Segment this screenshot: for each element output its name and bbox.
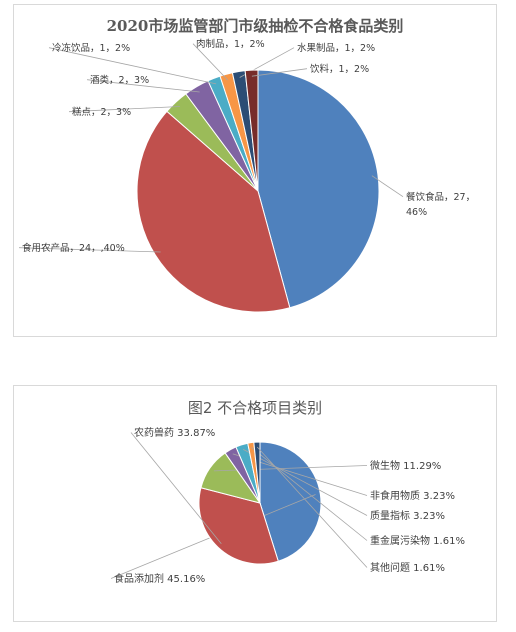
chart-2-leader-line-6	[251, 447, 368, 541]
chart-2-label-3: 微生物 11.29%	[370, 459, 441, 472]
chart-1-slice-2	[136, 110, 291, 313]
chart-2-panel: 图2 不合格项目类别 食品添加剂 45.16% 农药兽药 33.87% 微生物 11…	[13, 385, 497, 622]
chart-1-label-8: 饮料，1，2%	[310, 63, 369, 75]
chart-1-pie: 餐饮食品，27， 46% 食用农产品，24，,40% 糕点，2，3% 酒类，2，3% 冷冻…	[18, 38, 475, 313]
chart-2-leader-line-2	[130, 432, 222, 544]
chart-2-slice-7	[253, 441, 261, 504]
chart-2-label-1: 食品添加剂 45.16%	[114, 572, 205, 585]
chart-1-label-7: 水果制品，1，2%	[297, 42, 375, 54]
chart-1-label-4: 酒类，2，3%	[90, 74, 149, 86]
chart-1-leader-line-8	[251, 68, 308, 77]
chart-2-label-2: 农药兽药 33.87%	[134, 426, 215, 439]
chart-2-slice-2	[198, 487, 279, 565]
chart-2-label-5: 质量指标 3.23%	[370, 509, 445, 522]
chart-1-label-6: 肉制品，1，2%	[196, 38, 265, 50]
chart-1-label-1: 餐饮食品，27， 46%	[406, 191, 475, 218]
chart-2-leader-line-5	[243, 449, 368, 516]
chart-1-leader-line-1	[371, 175, 404, 198]
chart-1-leader-line-5	[48, 47, 217, 85]
chart-1-leader-line-6	[192, 43, 229, 81]
chart-2-label-7: 其他问题 1.61%	[370, 561, 445, 574]
chart-2-label-4: 非食用物质 3.23%	[370, 489, 455, 502]
chart-1-slice-8	[244, 69, 259, 192]
chart-1-leader-line-2	[18, 247, 161, 253]
chart-2-pie: 食品添加剂 45.16% 农药兽药 33.87% 微生物 11.29% 非食用物质 3…	[110, 426, 465, 585]
chart-2-label-6: 重金属污染物 1.61%	[370, 534, 465, 547]
chart-2-title: 图2 不合格项目类别	[187, 399, 323, 417]
chart-1-label-2: 食用农产品，24，,40%	[22, 242, 125, 254]
chart-1-title: 2020市场监管部门市级抽检不合格食品类别	[106, 17, 404, 35]
chart-2-leader-line-7	[256, 446, 368, 568]
chart-1-leader-line-3	[68, 106, 181, 113]
chart-1-leader-line-4	[86, 79, 200, 93]
chart-1-panel: 2020市场监管部门市级抽检不合格食品类别 餐饮食品，27， 46% 食用农产品，2…	[13, 4, 497, 337]
chart-2-slice-1	[259, 441, 322, 562]
chart-1-label-5: 冷冻饮品，1，2%	[52, 42, 130, 54]
chart-1-label-3: 糕点，2，3%	[72, 106, 131, 118]
chart-1-slice-1	[257, 69, 380, 309]
